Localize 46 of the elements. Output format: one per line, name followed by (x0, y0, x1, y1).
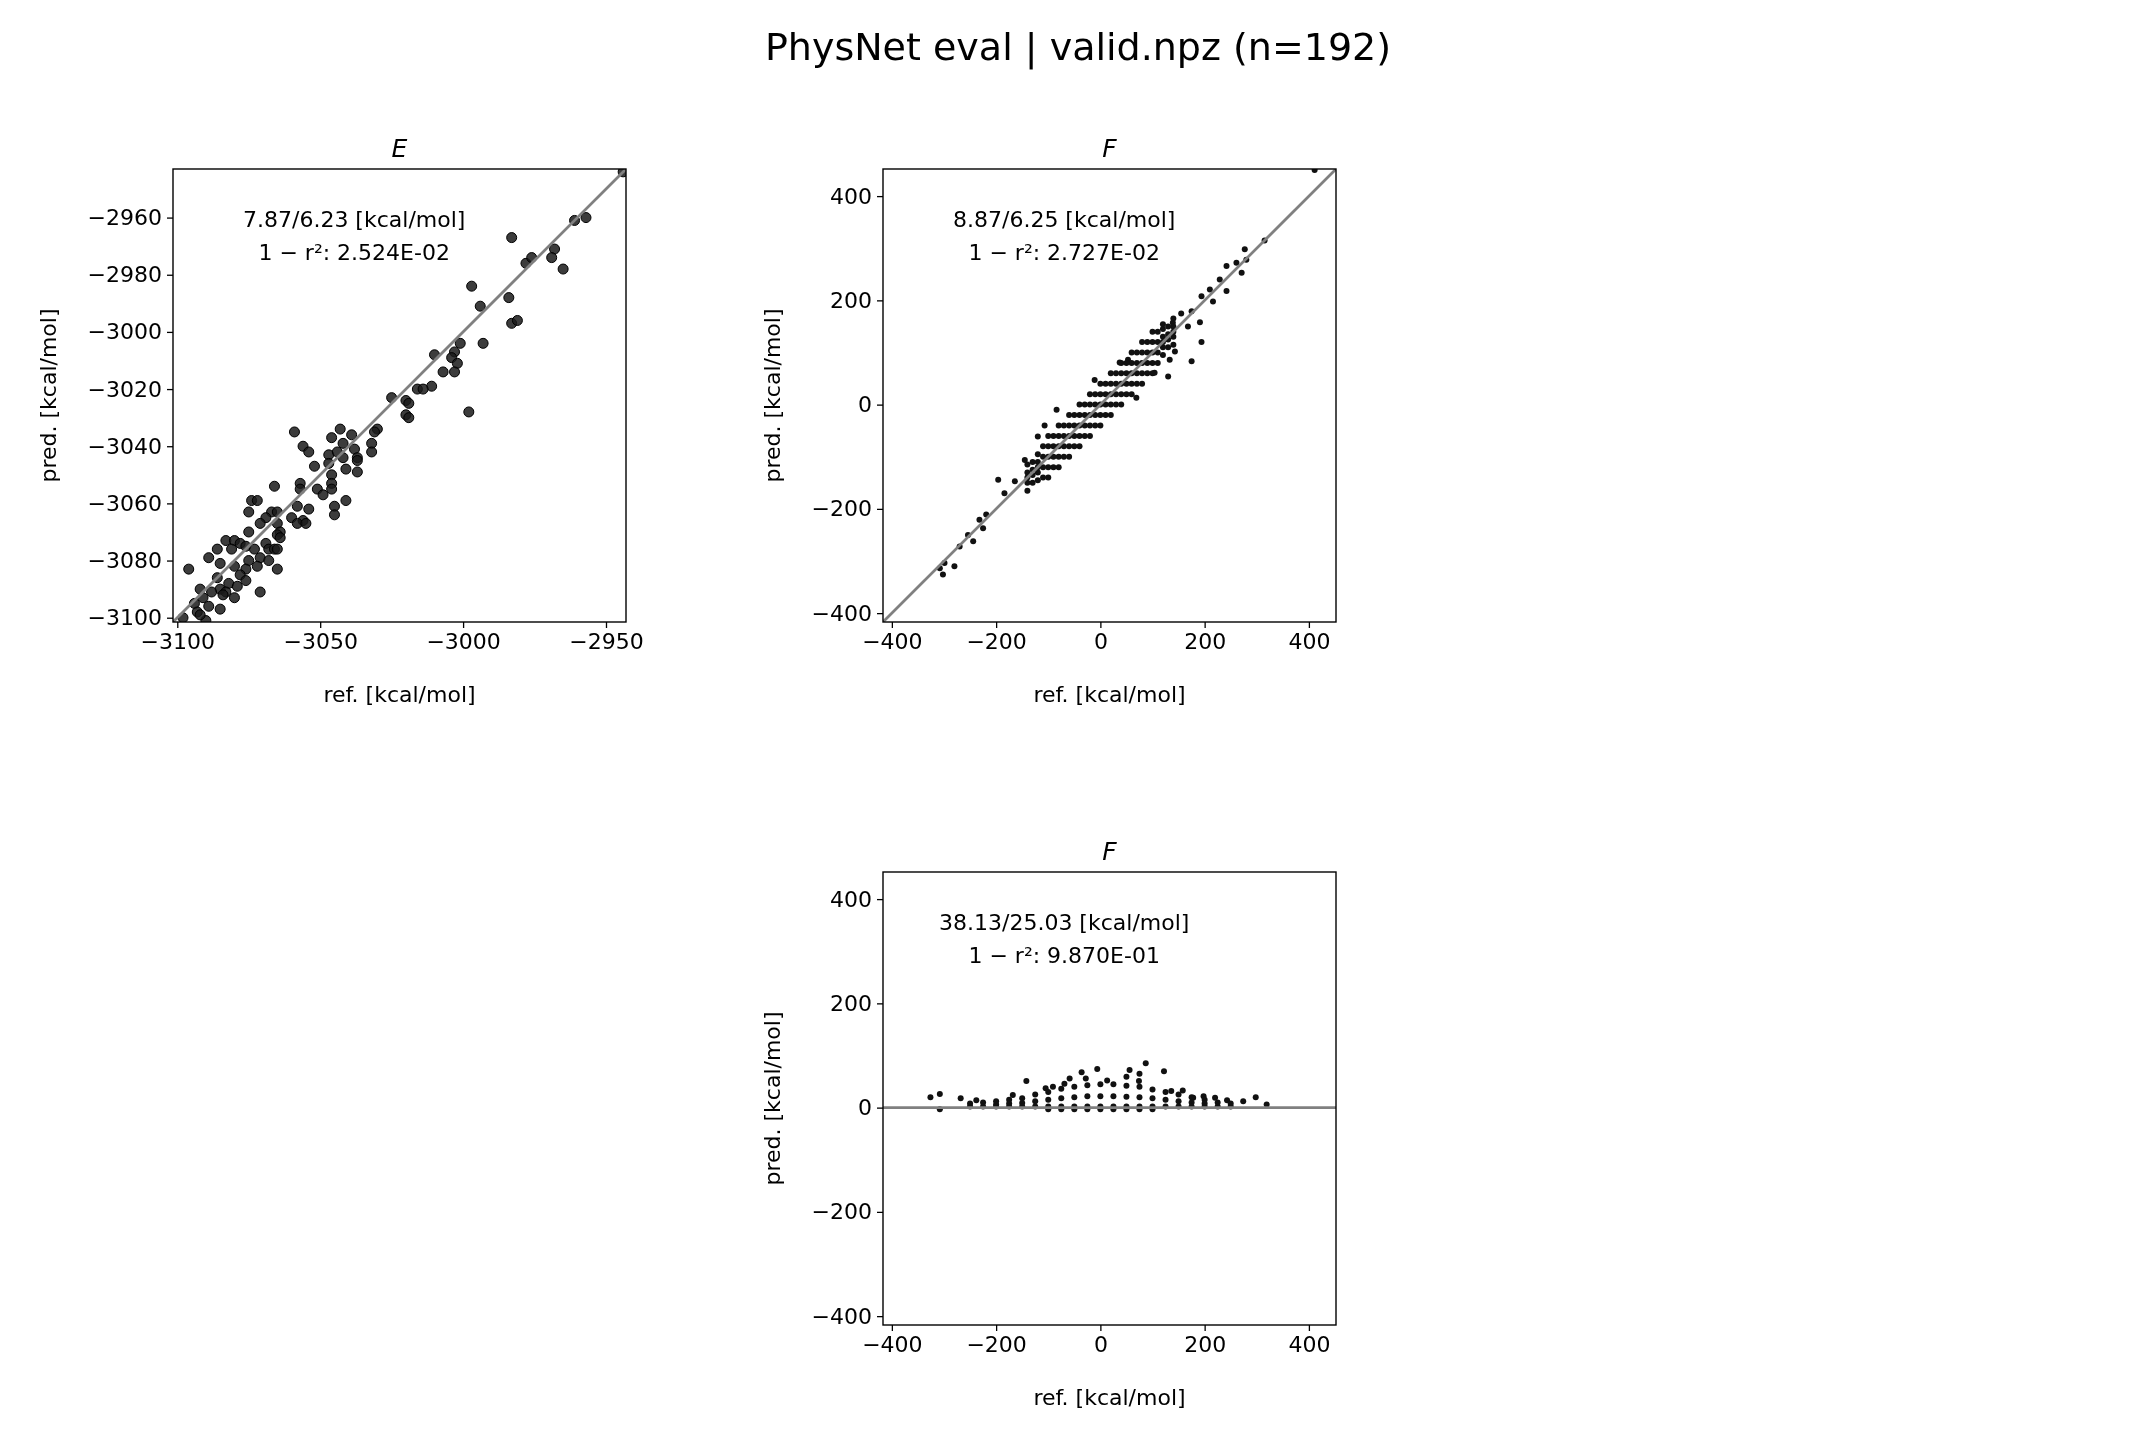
y-tick-label: −200 (811, 1199, 872, 1225)
annotation: 8.87/6.25 [kcal/mol] (953, 207, 1176, 233)
y-tick-label: −3100 (87, 605, 162, 631)
annotation: 1 − r²: 2.524E-02 (258, 240, 450, 266)
y-tick-label: −3060 (87, 490, 162, 516)
x-axis-title: ref. [kcal/mol] (1033, 682, 1186, 707)
x-axis-title: ref. [kcal/mol] (1033, 1385, 1186, 1410)
y-tick-label: −2960 (87, 205, 162, 231)
y-tick-label: −3040 (87, 433, 162, 459)
y-tick-label: 400 (830, 886, 872, 912)
x-tick-label: −2950 (569, 628, 644, 654)
x-tick-label: 0 (1093, 628, 1108, 654)
x-tick-label: 0 (1093, 1331, 1108, 1357)
y-tick-label: 200 (830, 990, 872, 1016)
text: PhysNet eval | valid.npz (n=192) (764, 25, 1392, 70)
y-axis-title: pred. [kcal/mol] (759, 308, 785, 483)
chart-title: F (1102, 837, 1118, 866)
y-tick-label: −3020 (87, 376, 162, 402)
y-axis-title: pred. [kcal/mol] (759, 1011, 785, 1186)
chart-title: F (1102, 134, 1118, 163)
y-tick-label: 0 (858, 392, 872, 418)
y-tick-label: −3000 (87, 319, 162, 345)
y-tick-label: −400 (811, 1303, 872, 1329)
x-tick-label: −3000 (426, 628, 501, 654)
annotation: 7.87/6.23 [kcal/mol] (243, 207, 466, 233)
y-tick-label: −400 (811, 600, 872, 626)
y-tick-label: 200 (830, 287, 872, 313)
y-tick-label: −200 (811, 496, 872, 522)
annotation: 1 − r²: 2.727E-02 (968, 240, 1160, 266)
chart-title: E (391, 134, 408, 163)
annotation: 38.13/25.03 [kcal/mol] (939, 910, 1190, 936)
x-tick-label: 400 (1288, 628, 1331, 654)
y-tick-label: −2980 (87, 262, 162, 288)
x-tick-label: −3100 (140, 628, 215, 654)
x-tick-label: 200 (1184, 1331, 1227, 1357)
annotation: 1 − r²: 9.870E-01 (968, 943, 1160, 969)
y-axis-title: pred. [kcal/mol] (35, 308, 61, 483)
x-tick-label: −3050 (283, 628, 358, 654)
x-tick-label: 200 (1184, 628, 1227, 654)
y-tick-label: 400 (830, 183, 872, 209)
x-tick-label: −200 (966, 628, 1027, 654)
y-tick-label: 0 (858, 1095, 872, 1121)
y-tick-label: −3080 (87, 548, 162, 574)
x-tick-label: 400 (1288, 1331, 1331, 1357)
x-tick-label: −200 (966, 1331, 1027, 1357)
x-axis-title: ref. [kcal/mol] (323, 682, 476, 707)
